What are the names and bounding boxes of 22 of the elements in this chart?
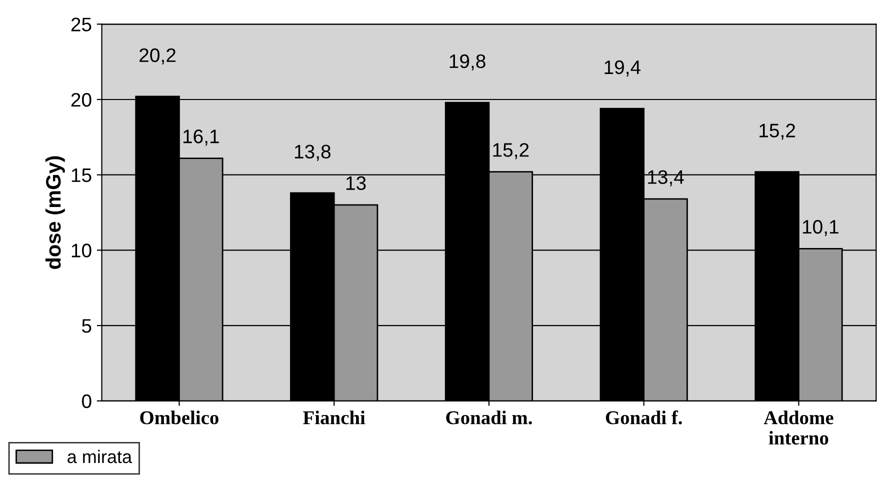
y-tick-label: 20 [71, 92, 92, 107]
y-tick-label: 25 [71, 18, 92, 32]
y-tick-label: 10 [72, 244, 92, 258]
y-tick-label: 5 [82, 319, 92, 333]
x-tick-label: Gonadi f. [606, 410, 682, 424]
data-label: 15,2 [493, 143, 529, 160]
y-axis-title: dose (mGy) [45, 156, 65, 269]
data-label: 16,1 [183, 130, 219, 146]
data-label: 13,8 [294, 144, 330, 161]
x-tick-label: Ombelico [140, 410, 218, 424]
data-label: 20,2 [140, 48, 176, 64]
legend-label: a mirata [68, 450, 132, 464]
x-tick-label: Gonadi m. [446, 410, 532, 424]
data-label: 13 [346, 176, 366, 190]
y-tick-label: 15 [72, 168, 92, 182]
y-tick-label: 0 [82, 394, 92, 408]
x-tick-label: Fianchi [303, 410, 366, 424]
x-tick-label: Addome interno [764, 410, 834, 445]
data-label: 15,2 [760, 124, 795, 140]
data-label: 10,1 [802, 220, 838, 236]
data-label: 19,4 [604, 60, 641, 76]
data-label: 19,8 [450, 54, 486, 70]
